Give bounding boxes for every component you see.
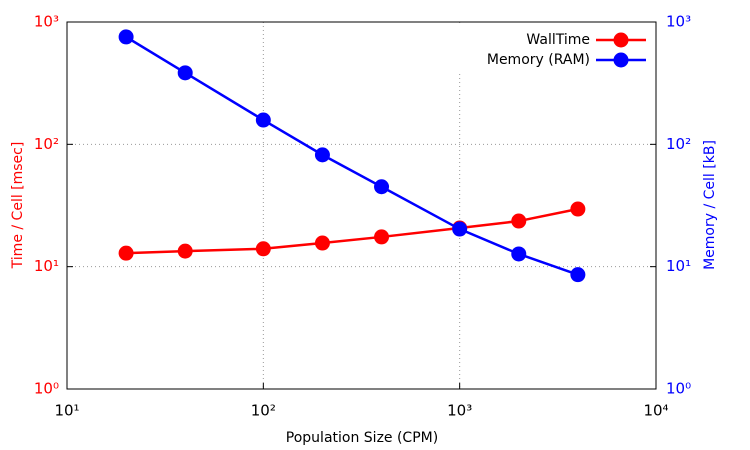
series-line	[126, 207, 579, 255]
data-point	[177, 243, 193, 259]
y2-tick-label: 10⁰	[666, 380, 691, 398]
y-axis-label: Time / Cell [msec]	[10, 142, 26, 270]
y-tick-label: 10²	[34, 135, 59, 153]
legend-label: Memory (RAM)	[487, 52, 590, 68]
data-point	[118, 245, 134, 261]
legend-marker	[613, 52, 629, 68]
data-point	[452, 221, 468, 237]
data-point	[374, 179, 390, 195]
y-tick-label: 10³	[34, 13, 59, 31]
data-point	[570, 201, 586, 217]
data-point	[570, 267, 586, 283]
data-point	[314, 235, 330, 251]
legend-marker	[613, 32, 629, 48]
x-tick-label: 10⁴	[643, 402, 668, 420]
x-tick-label: 10²	[251, 402, 276, 420]
y2-tick-label: 10³	[666, 13, 691, 31]
y2-tick-label: 10¹	[666, 257, 691, 275]
data-point	[177, 65, 193, 81]
data-point	[255, 241, 271, 257]
x-tick-label: 10¹	[54, 402, 79, 420]
plot-frame	[66, 21, 657, 390]
data-point	[314, 147, 330, 163]
data-point	[511, 246, 527, 262]
y-tick-label: 10¹	[34, 257, 59, 275]
data-point	[118, 29, 134, 45]
y-tick-label: 10⁰	[34, 380, 59, 398]
y2-tick-label: 10²	[666, 135, 691, 153]
data-point	[511, 213, 527, 229]
x-tick-label: 10³	[447, 402, 472, 420]
data-point	[255, 112, 271, 128]
legend-label: WallTime	[526, 32, 590, 48]
x-axis-label: Population Size (CPM)	[286, 430, 438, 446]
data-point	[374, 229, 390, 245]
series-line	[125, 35, 579, 276]
y2-axis-label: Memory / Cell [kB]	[702, 140, 718, 270]
